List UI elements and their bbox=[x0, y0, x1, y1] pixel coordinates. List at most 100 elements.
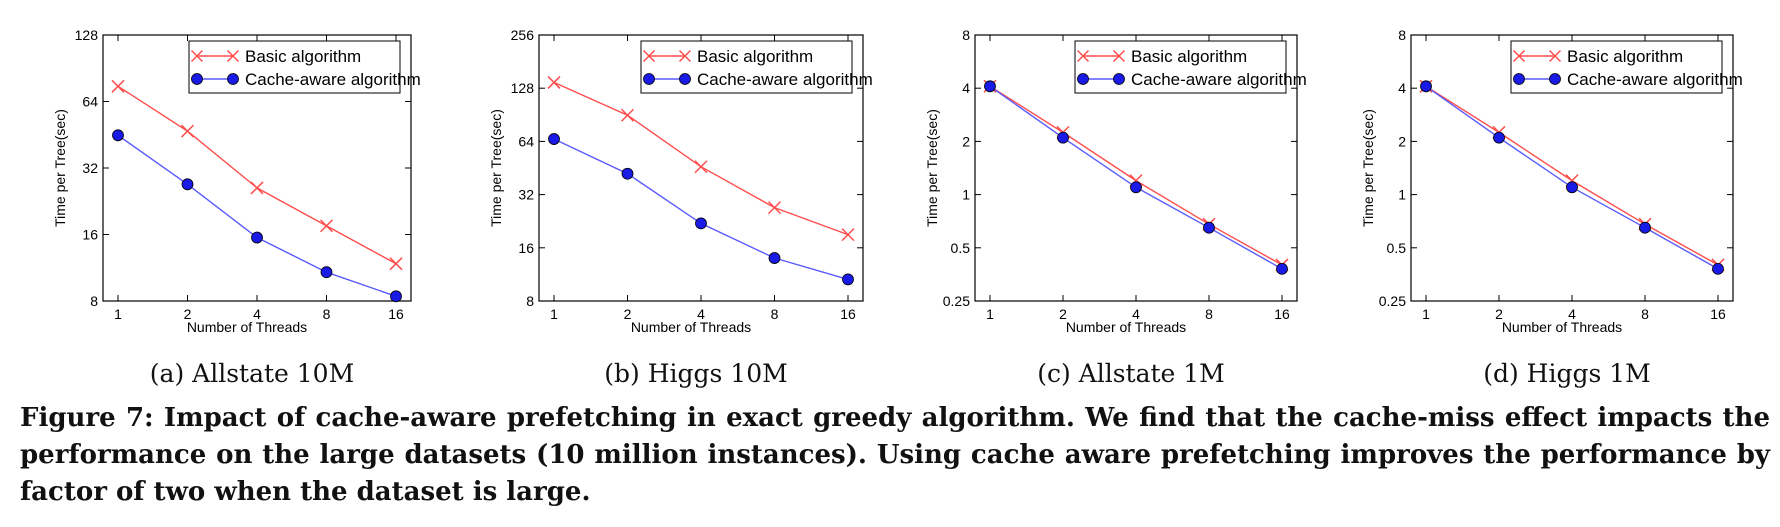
data-point-cache-aware bbox=[984, 80, 996, 93]
data-point-cache-aware bbox=[1493, 131, 1505, 144]
series-line-basic bbox=[553, 81, 849, 236]
y-axis-label: Time per Tree(sec) bbox=[488, 109, 504, 227]
data-point-cache-aware bbox=[621, 167, 634, 180]
legend-label: Basic algorithm bbox=[697, 47, 813, 66]
x-tick-label: 1 bbox=[114, 306, 122, 322]
x-tick-label: 1 bbox=[986, 306, 994, 322]
y-tick-label: 2 bbox=[1398, 133, 1406, 149]
x-tick-label: 16 bbox=[388, 306, 404, 322]
x-tick-label: 1 bbox=[1422, 306, 1430, 322]
data-point-cache-aware bbox=[1566, 181, 1578, 194]
legend-label: Cache-aware algorithm bbox=[697, 70, 873, 89]
data-point-cache-aware bbox=[320, 266, 333, 279]
data-point-cache-aware bbox=[251, 231, 263, 244]
x-tick-label: 4 bbox=[1132, 306, 1140, 322]
x-axis-label: Number of Threads bbox=[187, 319, 307, 335]
x-tick-label: 16 bbox=[840, 306, 856, 322]
y-axis-label: Time per Tree(sec) bbox=[924, 109, 940, 227]
legend-box bbox=[1510, 40, 1723, 94]
legend-marker-x bbox=[1112, 49, 1126, 63]
y-tick-label: 0.5 bbox=[1387, 240, 1407, 256]
legend-marker-circle bbox=[227, 73, 239, 85]
y-tick-label: 128 bbox=[75, 27, 99, 43]
chart-panel-2: 8 16 32 64 128 256 1 2 4 8 16 Number of Threads Time… bbox=[488, 27, 873, 388]
legend-label: Cache-aware algorithm bbox=[1567, 70, 1743, 89]
sub-caption: (c) Allstate 1M bbox=[1037, 359, 1225, 388]
data-point-basic bbox=[620, 108, 635, 122]
series-line-basic bbox=[989, 85, 1283, 266]
series-line-basic bbox=[1425, 85, 1719, 266]
data-point-cache-aware bbox=[768, 252, 781, 264]
y-tick-label: 1 bbox=[1398, 187, 1406, 203]
data-point-basic bbox=[389, 257, 403, 271]
y-tick-label: 128 bbox=[511, 80, 535, 96]
chart-panel-1: 8 16 32 64 128 1 2 4 8 16 Number of Threads Time pe… bbox=[52, 27, 421, 388]
x-axis-label: Number of Threads bbox=[1502, 319, 1622, 335]
legend-box bbox=[188, 40, 401, 94]
legend-marker-circle bbox=[1113, 73, 1125, 85]
y-tick-label: 64 bbox=[518, 133, 534, 149]
y-tick-label: 8 bbox=[90, 293, 98, 309]
data-point-cache-aware bbox=[548, 133, 560, 145]
legend: Basic algorithm Cache-aware algorithm bbox=[1510, 40, 1743, 94]
data-point-basic bbox=[841, 228, 855, 242]
legend-box bbox=[640, 40, 853, 94]
y-tick-label: 16 bbox=[82, 227, 98, 243]
legend: Basic algorithm Cache-aware algorithm bbox=[1074, 40, 1307, 94]
y-tick-label: 8 bbox=[962, 27, 970, 43]
x-tick-label: 16 bbox=[1710, 306, 1726, 322]
legend-marker-x bbox=[226, 49, 240, 63]
data-point-cache-aware bbox=[112, 129, 124, 142]
y-tick-label: 32 bbox=[518, 187, 534, 203]
legend-marker-circle bbox=[1077, 73, 1089, 85]
y-tick-label: 0.25 bbox=[943, 293, 970, 309]
legend-marker-circle bbox=[1549, 73, 1561, 85]
legend-marker-circle bbox=[191, 73, 203, 85]
data-point-basic bbox=[319, 219, 334, 233]
data-point-basic bbox=[250, 181, 264, 195]
data-point-cache-aware bbox=[1276, 262, 1288, 275]
legend-box bbox=[1074, 40, 1287, 94]
y-tick-label: 0.25 bbox=[1379, 293, 1406, 309]
y-tick-label: 4 bbox=[962, 80, 970, 96]
legend-label: Cache-aware algorithm bbox=[1131, 70, 1307, 89]
x-axis-label: Number of Threads bbox=[631, 319, 751, 335]
y-tick-label: 2 bbox=[962, 133, 970, 149]
y-tick-label: 1 bbox=[962, 187, 970, 203]
x-tick-label: 16 bbox=[1274, 306, 1290, 322]
data-point-cache-aware bbox=[1057, 131, 1069, 144]
y-tick-label: 16 bbox=[518, 240, 534, 256]
y-tick-label: 8 bbox=[1398, 27, 1406, 43]
x-axis-label: Number of Threads bbox=[1066, 319, 1186, 335]
data-point-cache-aware bbox=[181, 178, 194, 191]
legend-label: Basic algorithm bbox=[245, 47, 361, 66]
data-point-cache-aware bbox=[695, 217, 707, 230]
legend: Basic algorithm Cache-aware algorithm bbox=[640, 40, 873, 94]
series-line-cache-aware bbox=[553, 138, 849, 281]
sub-caption: (d) Higgs 1M bbox=[1483, 359, 1651, 388]
data-point-basic bbox=[547, 75, 561, 89]
y-tick-label: 4 bbox=[1398, 80, 1406, 96]
series-line-cache-aware bbox=[117, 134, 397, 297]
data-point-basic bbox=[111, 79, 125, 93]
y-tick-label: 8 bbox=[526, 293, 534, 309]
data-point-basic bbox=[694, 160, 708, 174]
legend-marker-circle bbox=[1513, 73, 1525, 85]
x-tick-label: 8 bbox=[1641, 306, 1649, 322]
x-tick-label: 8 bbox=[1205, 306, 1213, 322]
y-axis-label: Time per Tree(sec) bbox=[52, 109, 68, 227]
y-tick-label: 0.5 bbox=[951, 240, 971, 256]
x-tick-label: 2 bbox=[624, 306, 632, 322]
x-tick-label: 1 bbox=[550, 306, 558, 322]
x-tick-label: 2 bbox=[184, 306, 192, 322]
legend-marker-x bbox=[642, 49, 656, 63]
y-tick-label: 256 bbox=[511, 27, 535, 43]
x-tick-label: 2 bbox=[1495, 306, 1503, 322]
data-point-cache-aware bbox=[1639, 221, 1651, 234]
data-point-cache-aware bbox=[1420, 80, 1432, 93]
y-axis-label: Time per Tree(sec) bbox=[1360, 109, 1376, 227]
figure-caption: Figure 7: Impact of cache-aware prefetch… bbox=[20, 403, 1770, 507]
